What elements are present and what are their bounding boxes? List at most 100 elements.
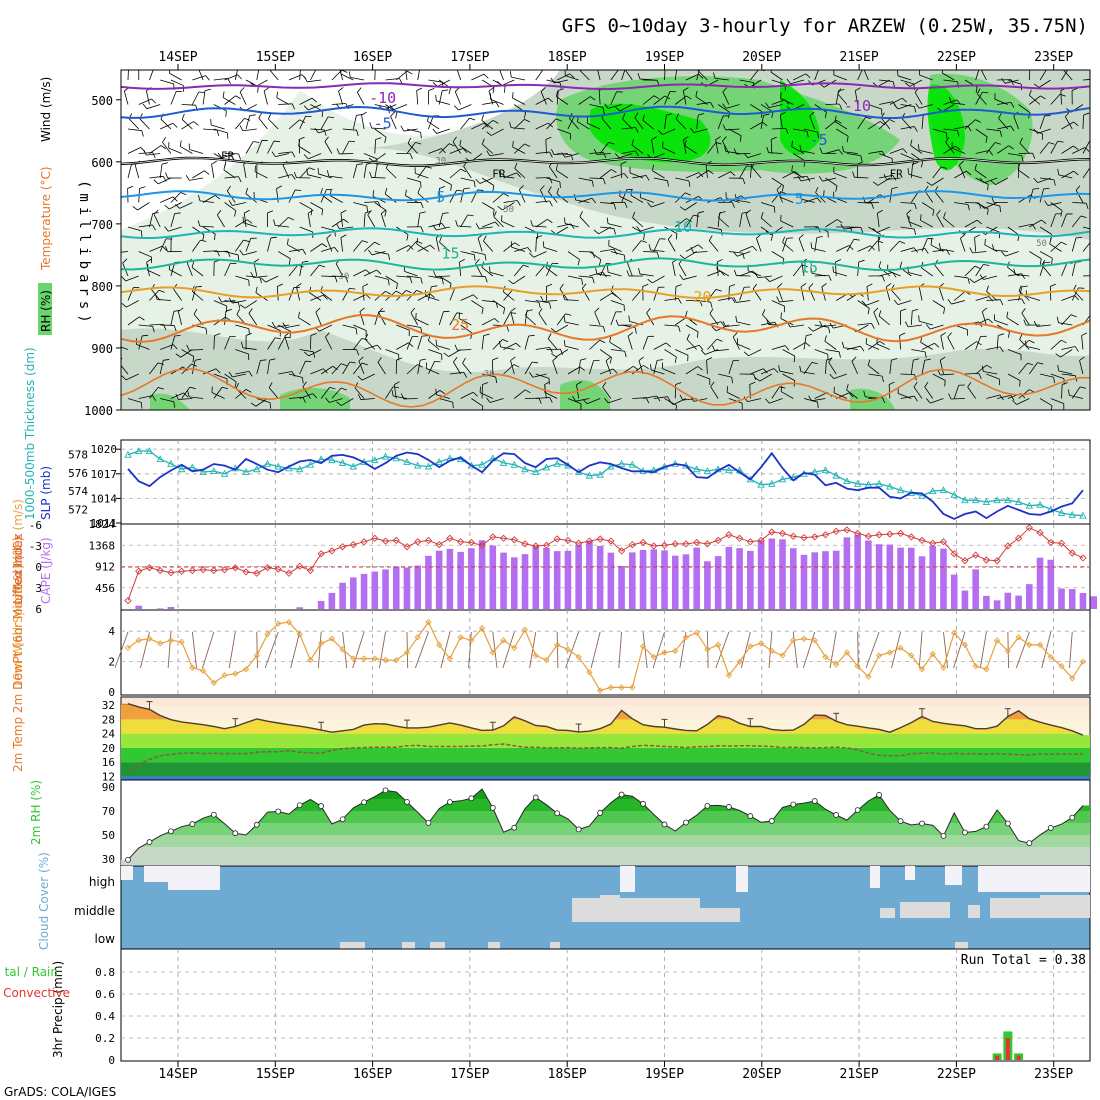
- wind-barb-flag: [816, 197, 822, 203]
- wind-barb: [374, 139, 376, 154]
- wind-barb: [610, 300, 625, 306]
- wind-barb: [879, 174, 893, 179]
- wind-barb: [760, 368, 775, 375]
- wind-barb-flag: [493, 211, 497, 218]
- wind-barb-flag: [766, 146, 769, 153]
- cloud-high: [870, 866, 880, 888]
- rh2m-point: [833, 812, 840, 818]
- wind10-point: [446, 655, 454, 662]
- rh2m-point: [1047, 825, 1054, 831]
- wind-barb: [277, 217, 289, 228]
- wind-barb-flag: [675, 405, 678, 410]
- lifted-index-point: [650, 542, 658, 550]
- wind-barb: [780, 391, 794, 399]
- wind-barb-flag: [943, 307, 946, 314]
- wind-barb: [696, 300, 711, 303]
- wind-barb: [707, 142, 717, 154]
- wind-barb-flag: [503, 307, 506, 314]
- wind-barb-flag: [839, 103, 843, 110]
- wind-barb: [707, 338, 718, 350]
- lifted-index-point: [521, 540, 529, 548]
- wind-barb: [153, 214, 161, 228]
- wind-barb-flag: [602, 272, 607, 278]
- bottom-date-label: 15SEP: [256, 1067, 295, 1082]
- wind-barb: [599, 368, 614, 375]
- wind-barb-flag: [214, 333, 221, 336]
- wind-barb: [943, 128, 958, 131]
- wind-barb-flag: [918, 315, 920, 322]
- wind-barb-flag: [891, 186, 898, 190]
- wind10-point: [596, 687, 604, 694]
- bottom-date-label: 23SEP: [1034, 1067, 1073, 1082]
- wind-barb: [299, 116, 306, 130]
- wind-barb: [535, 218, 548, 228]
- wind-barb-flag: [917, 144, 920, 151]
- wind-barb-flag: [837, 88, 841, 95]
- wind-barb-flag: [1071, 87, 1078, 91]
- wind-barb-flag: [513, 364, 520, 368]
- wind-barb: [682, 90, 687, 105]
- wind-barb-flag: [715, 142, 722, 145]
- wind-barb-flag: [770, 70, 772, 73]
- wind-barb-flag: [259, 277, 262, 284]
- wind-barb: [760, 115, 764, 130]
- wind-barb: [718, 217, 730, 228]
- wind-barb: [578, 360, 581, 375]
- wind-barb: [307, 174, 322, 179]
- wind-barb-flag: [615, 106, 621, 112]
- wind10-point: [661, 649, 668, 656]
- wind-barb: [771, 127, 786, 130]
- wind-barb: [235, 324, 249, 330]
- wind-barb-flag: [645, 175, 650, 181]
- wind-barb: [643, 251, 658, 253]
- wind-barb: [642, 119, 655, 130]
- wind-barb: [705, 164, 708, 179]
- wind-barb-flag: [581, 278, 584, 285]
- wind-barb: [921, 342, 935, 350]
- rh2m-point: [597, 810, 604, 816]
- li-tick-label: 3: [35, 582, 42, 595]
- wind-barb: [146, 153, 161, 156]
- cape-bar: [435, 550, 443, 609]
- wind-barb-flag: [1033, 177, 1038, 183]
- wind-barb: [453, 361, 461, 375]
- wind-barb-flag: [141, 230, 143, 237]
- wind-barb-flag: [544, 386, 546, 393]
- wind-barb: [662, 147, 676, 154]
- isotherm: [121, 257, 1090, 272]
- wind-barb-flag: [1006, 311, 1009, 318]
- contour-label: 25: [451, 316, 469, 334]
- wind-barb: [298, 145, 311, 154]
- wind-barb-flag: [368, 157, 375, 162]
- wind-barb-flag: [1041, 259, 1046, 266]
- wind-barb-flag: [512, 140, 514, 148]
- thickness-point: [510, 460, 519, 468]
- cape-bar: [693, 547, 700, 609]
- wind-barb: [854, 90, 859, 105]
- wind-barb: [873, 311, 880, 326]
- wind-barb: [435, 237, 440, 252]
- wind-barb: [868, 104, 882, 110]
- wind-barb-flag: [271, 321, 276, 328]
- wind10-point: [865, 673, 872, 680]
- wind-barb-flag: [205, 328, 208, 335]
- wind-barb-flag: [667, 234, 673, 240]
- wind-barb: [548, 166, 558, 179]
- wind-barb-flag: [708, 170, 714, 175]
- wind-barb: [232, 300, 247, 304]
- wind10-barb: [979, 631, 987, 669]
- wind10-barb: [502, 631, 515, 669]
- wind-barb: [189, 396, 204, 399]
- wind10-barb: [865, 631, 880, 669]
- wind-barb: [1058, 322, 1073, 326]
- thickness-point: [188, 463, 197, 471]
- wind10-point: [961, 641, 969, 649]
- wind-barb: [162, 142, 172, 154]
- cape-bar: [983, 595, 990, 609]
- cloud-middle: [990, 898, 1040, 918]
- thickness-point: [1068, 510, 1076, 518]
- bottom-date-label: 22SEP: [937, 1067, 976, 1082]
- wind-barb-flag: [552, 356, 558, 362]
- wind-barb-flag: [439, 186, 446, 189]
- rh2m-point: [232, 830, 239, 837]
